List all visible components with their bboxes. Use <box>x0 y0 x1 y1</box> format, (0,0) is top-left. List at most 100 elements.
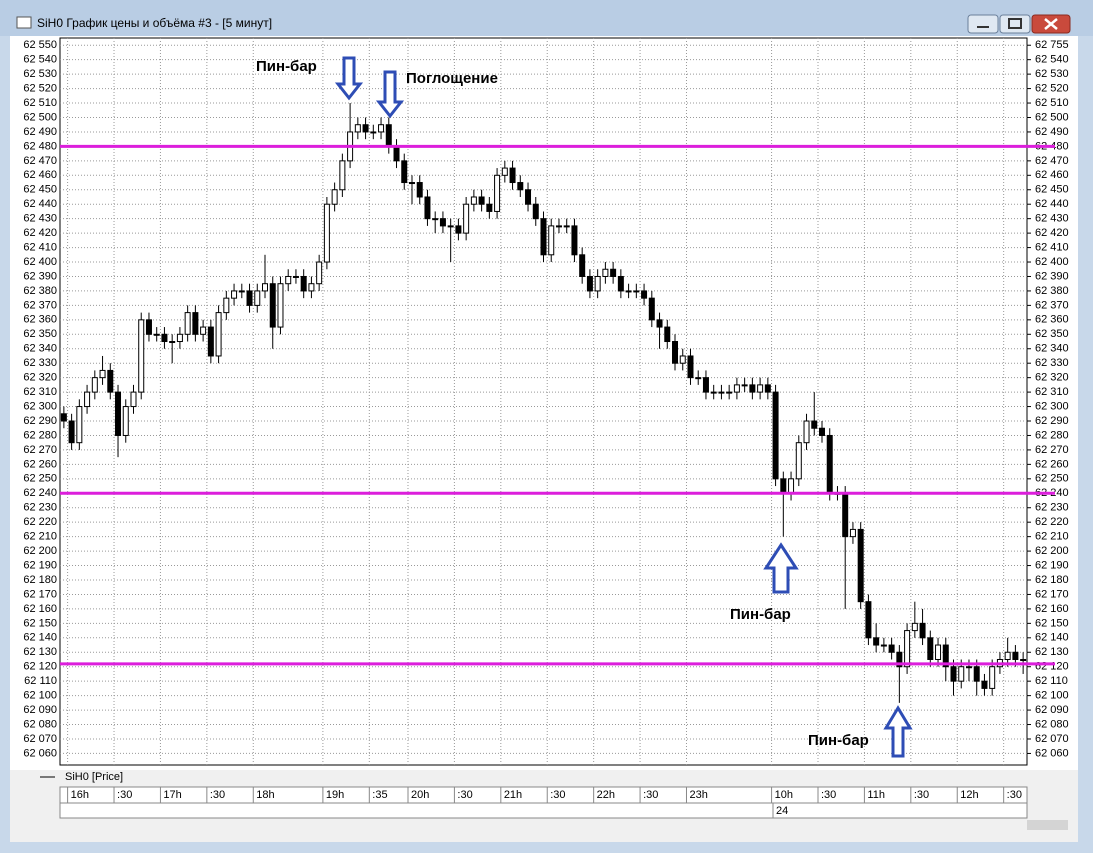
y2-tick-label: 62 520 <box>1035 82 1069 94</box>
y2-tick-label: 62 440 <box>1035 198 1069 210</box>
y2-tick-label: 62 430 <box>1035 213 1069 225</box>
x-tick-label: 18h <box>256 789 274 801</box>
x-tick-label: 22h <box>597 789 615 801</box>
candle-body <box>68 420 75 444</box>
scrollbar[interactable] <box>1027 820 1068 830</box>
y-tick-label: 62 310 <box>23 386 57 398</box>
candle-body <box>648 297 655 321</box>
y2-tick-label: 62 260 <box>1035 458 1069 470</box>
y-tick-label: 62 430 <box>23 213 57 225</box>
restore-button[interactable] <box>999 14 1031 34</box>
y-tick-label: 62 390 <box>23 270 57 282</box>
arrow <box>883 705 913 758</box>
x-tick-label: 19h <box>326 789 344 801</box>
x-tick-label: 20h <box>411 789 429 801</box>
candle-body <box>169 341 176 344</box>
candle-body <box>107 369 114 393</box>
arrow <box>763 542 799 594</box>
y-tick-label: 62 140 <box>23 632 57 644</box>
candle-body <box>857 528 864 603</box>
chart-area <box>10 36 1078 842</box>
y2-tick-label: 62 140 <box>1035 632 1069 644</box>
plot-border <box>59 37 1028 766</box>
restore-icon <box>1008 18 1022 29</box>
y-tick-label: 62 240 <box>23 487 57 499</box>
y-tick-label: 62 360 <box>23 314 57 326</box>
candle-body <box>965 666 972 669</box>
candle-body <box>354 124 361 133</box>
y2-tick-label: 62 390 <box>1035 270 1069 282</box>
y2-tick-label: 62 340 <box>1035 343 1069 355</box>
y2-tick-label: 62 110 <box>1035 675 1068 687</box>
y-tick-label: 62 400 <box>23 256 57 268</box>
candle-body <box>122 406 129 436</box>
candle-body <box>702 377 709 393</box>
y-tick-label: 62 320 <box>23 372 57 384</box>
y-tick-label: 62 270 <box>23 444 57 456</box>
y-tick-label: 62 520 <box>23 82 57 94</box>
candle-body <box>192 312 199 335</box>
x-tick-label: :30 <box>821 789 836 801</box>
candle-body <box>223 297 230 314</box>
y2-tick-label: 62 080 <box>1035 718 1069 730</box>
y-tick-label: 62 120 <box>23 661 57 673</box>
candle-body <box>842 492 849 538</box>
y2-tick-label: 62 450 <box>1035 184 1069 196</box>
y-tick-label: 62 130 <box>23 646 57 658</box>
candle-body <box>393 145 400 162</box>
candle-body <box>323 203 330 263</box>
candle-body <box>780 478 787 494</box>
candle-body <box>656 319 663 328</box>
candle-body <box>362 124 369 133</box>
y2-tick-label: 62 300 <box>1035 400 1069 412</box>
y-tick-label: 62 420 <box>23 227 57 239</box>
candle-body <box>161 333 168 343</box>
x-tick-label: 16h <box>71 789 89 801</box>
candle-body <box>973 666 980 682</box>
x-tick-label: 12h <box>960 789 978 801</box>
candle-body <box>818 427 825 436</box>
candle-body <box>641 290 648 299</box>
candle-body <box>571 225 578 256</box>
candle-body <box>865 601 872 639</box>
y-tick-label: 62 070 <box>23 733 57 745</box>
candle-body <box>378 124 385 133</box>
y-tick-label: 62 090 <box>23 704 57 716</box>
y2-tick-label: 62 210 <box>1035 531 1069 543</box>
candle-body <box>625 290 632 293</box>
candle-body <box>408 182 415 185</box>
y-tick-label: 62 490 <box>23 126 57 138</box>
candle-body <box>849 528 856 538</box>
y-tick-label: 62 460 <box>23 169 57 181</box>
y2-tick-label: 62 280 <box>1035 429 1069 441</box>
minimize-button[interactable] <box>967 14 999 34</box>
candle-body <box>942 644 949 668</box>
candle-body <box>470 196 477 205</box>
x-tick-label: :30 <box>210 789 225 801</box>
candle-body <box>463 203 470 234</box>
candle-body <box>455 225 462 234</box>
candle-body <box>548 225 555 256</box>
candle-body <box>927 637 934 660</box>
y-tick-label: 62 230 <box>23 502 57 514</box>
y-tick-label: 62 210 <box>23 531 57 543</box>
y2-tick-label: 62 410 <box>1035 241 1069 253</box>
candle-body <box>1020 658 1027 661</box>
annotations: Пин-бар Поглощение Пин-бар Пин-бар <box>256 56 913 758</box>
candle-body <box>316 261 323 285</box>
candle-body <box>911 622 918 632</box>
y2-tick-label: 62 350 <box>1035 328 1069 340</box>
candle-body <box>958 666 965 682</box>
candle-body <box>757 384 764 393</box>
candle-body <box>726 391 733 394</box>
candle-body <box>826 434 833 494</box>
candle-body <box>788 478 795 494</box>
y2-tick-label: 62 510 <box>1035 97 1069 109</box>
candle-body <box>76 406 83 444</box>
title-bar <box>0 0 1093 36</box>
y-tick-label: 62 300 <box>23 400 57 412</box>
candle-body <box>416 182 423 198</box>
candle-body <box>246 290 253 306</box>
candle-body <box>478 196 485 205</box>
